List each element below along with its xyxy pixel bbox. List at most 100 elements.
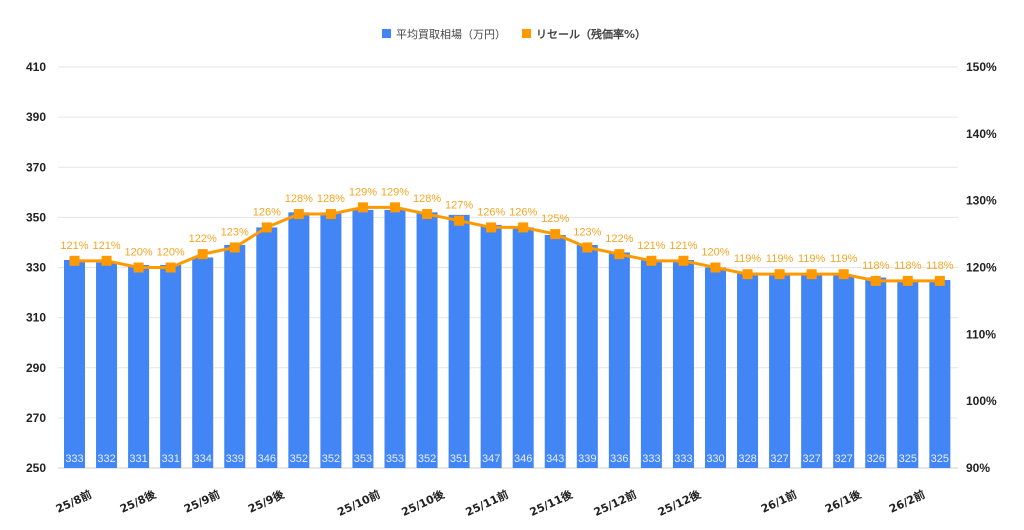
line-series: 121% 121% 120% 120% 122% 123% 126% 128% 128% 129%…	[60, 186, 954, 286]
resale-line	[74, 205, 940, 283]
bar	[384, 209, 406, 468]
line-value-label: 123%	[573, 226, 601, 238]
bar-value-label: 327	[802, 453, 820, 465]
right-y-axis: 150% 140% 130% 120% 110% 100% 90%	[966, 60, 997, 475]
bar	[769, 275, 791, 468]
line-value-label: 122%	[605, 233, 633, 245]
bar	[480, 224, 502, 468]
x-tick-label: 26/1前	[759, 487, 799, 516]
left-tick-label: 350	[26, 210, 46, 224]
x-tick-label: 26/2前	[887, 487, 927, 516]
legend: 平均買取相場（万円） リセール（残価率%）	[382, 27, 646, 41]
bar	[224, 244, 246, 468]
right-tick-label: 140%	[966, 127, 997, 141]
right-tick-label: 90%	[966, 461, 990, 475]
line-marker-icon	[518, 222, 529, 233]
line-marker-icon	[710, 262, 721, 273]
bar-value-label: 328	[738, 453, 756, 465]
line-value-label: 120%	[125, 247, 153, 259]
bar-value-label: 353	[386, 453, 404, 465]
bar	[865, 277, 887, 468]
line-marker-icon	[902, 275, 913, 286]
line-marker-icon	[422, 209, 433, 220]
legend-line-label: リセール（残価率%）	[536, 27, 646, 41]
bar-value-label: 330	[706, 453, 724, 465]
left-tick-label: 390	[26, 110, 46, 124]
bar-value-label: 339	[226, 453, 244, 465]
left-tick-label: 410	[26, 60, 46, 74]
bar-value-label: 334	[194, 453, 212, 465]
bar	[448, 214, 470, 468]
bar-value-label: 333	[674, 453, 692, 465]
bar	[256, 227, 278, 468]
bar-value-label: 352	[290, 453, 308, 465]
left-tick-label: 250	[26, 461, 46, 475]
bar-value-label: 326	[867, 453, 885, 465]
bar	[705, 267, 726, 468]
bar-value-label: 333	[65, 453, 83, 465]
x-tick-label: 25/8後	[118, 487, 159, 516]
right-tick-label: 100%	[966, 394, 997, 408]
line-value-label: 121%	[60, 240, 88, 252]
line-marker-icon	[325, 209, 336, 220]
line-value-label: 129%	[381, 186, 409, 198]
line-marker-icon	[229, 242, 240, 253]
line-marker-icon	[838, 269, 849, 280]
right-tick-label: 110%	[966, 327, 996, 341]
line-value-label: 127%	[445, 200, 473, 212]
bar	[128, 264, 150, 468]
line-value-label: 118%	[894, 260, 922, 272]
bar-series: 333 332 331 331 334 339 346 352 352 353 353 352 351 3…	[64, 209, 951, 468]
line-value-label: 128%	[317, 193, 345, 205]
line-marker-icon	[357, 202, 368, 213]
bar	[416, 212, 438, 468]
x-tick-label: 25/8前	[53, 487, 93, 516]
bar	[801, 275, 823, 468]
x-tick-label: 25/9後	[246, 487, 287, 516]
bar-value-label: 353	[354, 453, 372, 465]
line-marker-icon	[550, 229, 561, 240]
line-marker-icon	[646, 255, 657, 266]
line-value-label: 126%	[477, 206, 505, 218]
bar	[160, 264, 182, 468]
line-value-label: 119%	[830, 253, 858, 265]
bar-value-label: 327	[835, 453, 853, 465]
bar-value-label: 339	[578, 453, 596, 465]
line-marker-icon	[69, 255, 80, 266]
bar-value-label: 347	[482, 453, 500, 465]
line-value-label: 118%	[926, 260, 954, 272]
bar-value-label: 336	[610, 453, 628, 465]
bar	[576, 244, 598, 468]
bar-value-label: 343	[546, 453, 564, 465]
line-value-label: 126%	[253, 206, 281, 218]
line-marker-icon	[582, 242, 593, 253]
line-marker-icon	[197, 249, 208, 260]
line-marker-icon	[486, 222, 497, 233]
line-value-label: 118%	[862, 260, 890, 272]
bar	[897, 280, 919, 468]
line-value-label: 120%	[701, 247, 729, 259]
line-value-label: 122%	[189, 233, 217, 245]
bar-value-label: 352	[418, 453, 436, 465]
left-tick-label: 290	[26, 361, 46, 375]
bar	[96, 262, 118, 468]
left-y-axis: 410 390 370 350 330 310 290 270 250	[26, 60, 46, 475]
bar-value-label: 333	[642, 453, 660, 465]
bar-value-label: 325	[931, 453, 949, 465]
line-value-label: 119%	[766, 253, 794, 265]
line-value-label: 126%	[509, 206, 537, 218]
x-tick-label: 25/12後	[655, 487, 703, 519]
x-tick-label: 25/11前	[463, 487, 510, 519]
bar	[737, 272, 759, 468]
line-marker-icon	[261, 222, 272, 233]
line-value-label: 121%	[92, 240, 120, 252]
left-tick-label: 330	[26, 261, 46, 275]
x-tick-label: 25/10後	[399, 487, 447, 519]
line-value-label: 119%	[734, 253, 762, 265]
line-value-label: 119%	[798, 253, 826, 265]
line-value-label: 125%	[541, 213, 569, 225]
right-tick-label: 120%	[966, 261, 997, 275]
bar-value-label: 352	[322, 453, 340, 465]
